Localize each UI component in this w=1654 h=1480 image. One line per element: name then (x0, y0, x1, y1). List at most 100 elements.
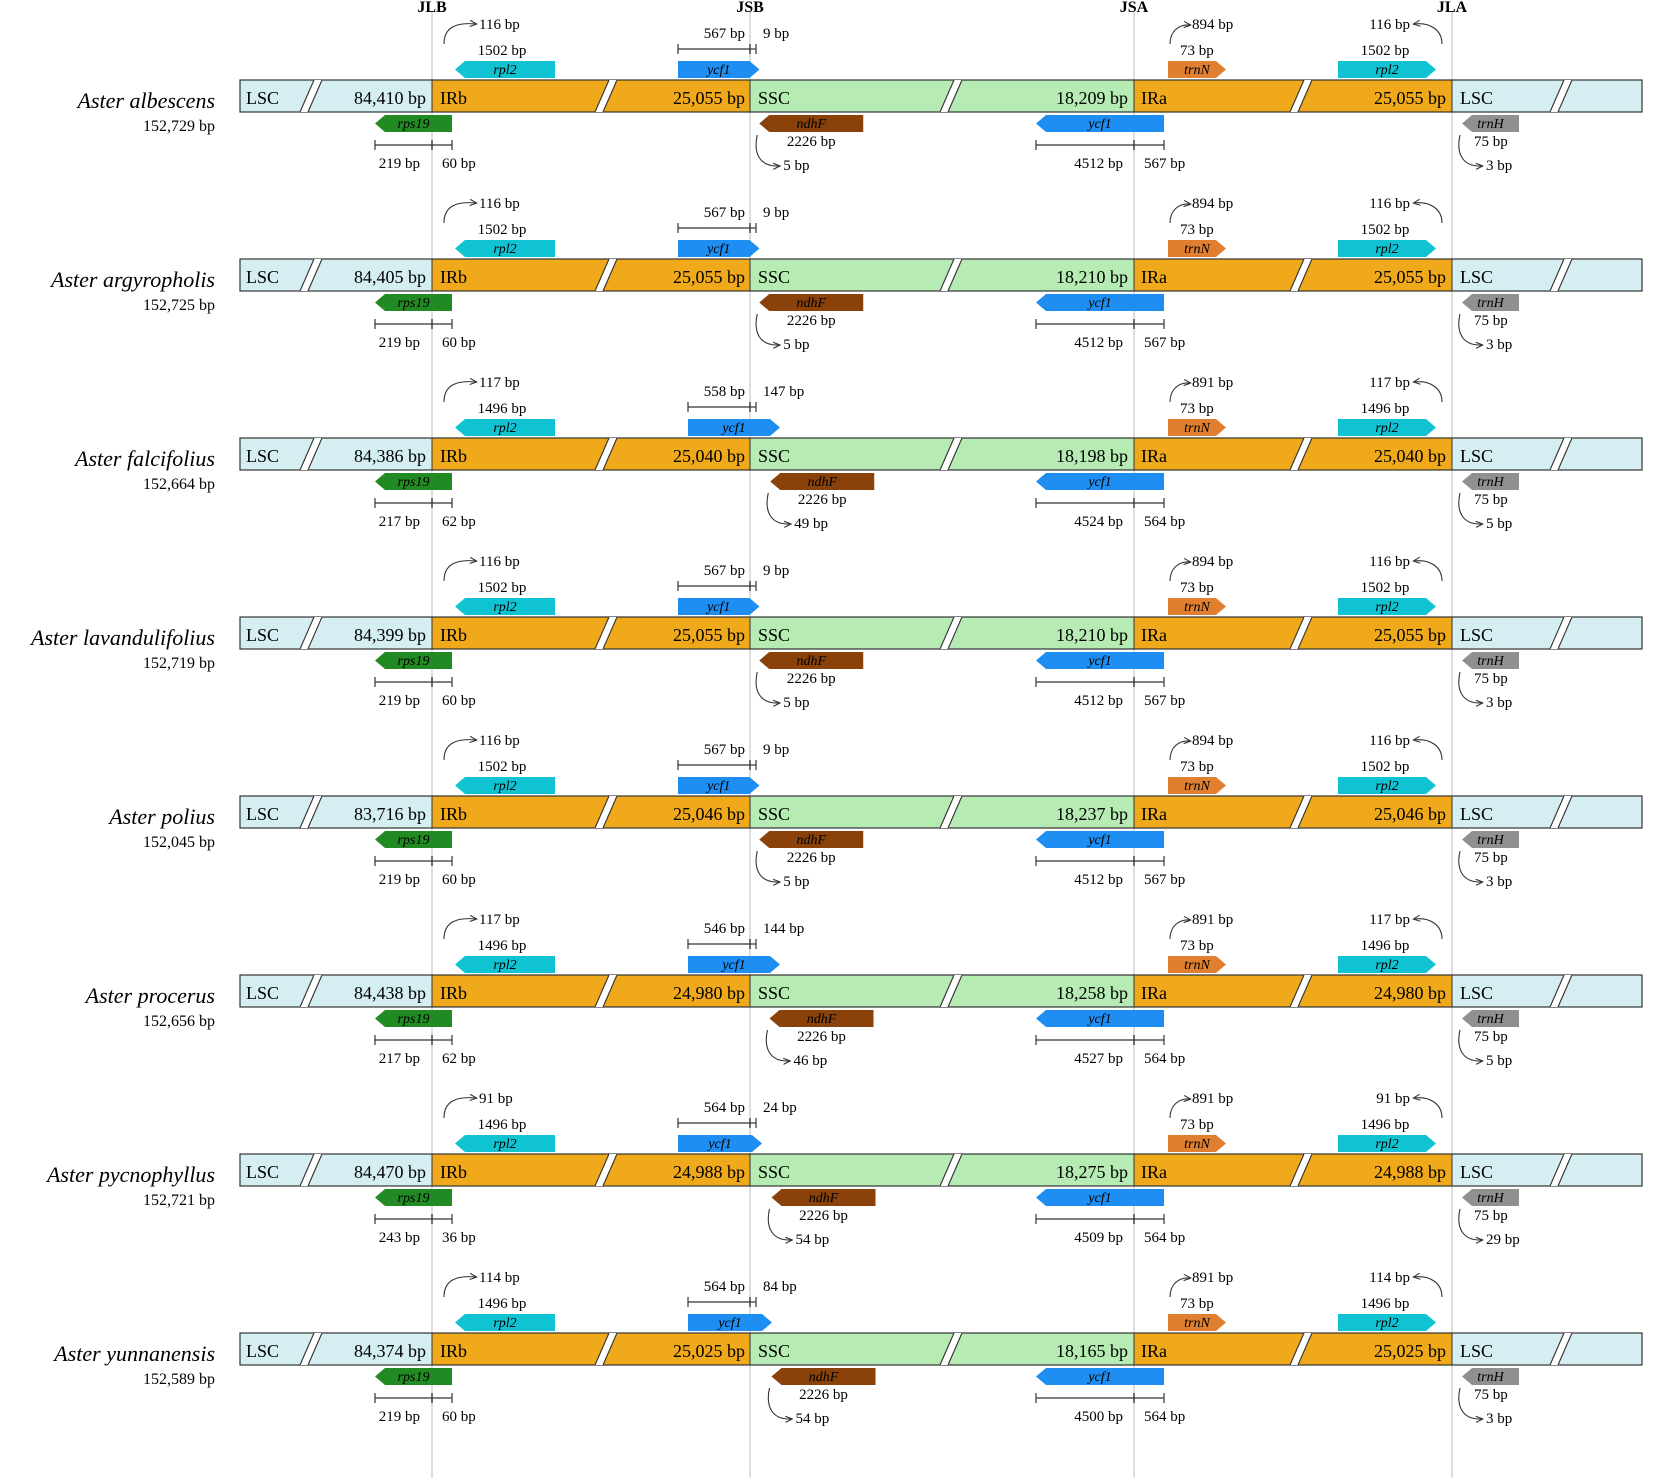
trnH-arrow (1458, 492, 1482, 524)
trnH-arrow (1458, 134, 1482, 166)
irb-length: 24,980 bp (673, 983, 745, 1003)
region-label-ssc: SSC (758, 88, 790, 108)
ycf1-ir-span (677, 1118, 751, 1128)
ndhF-gene: ndhF (771, 1189, 876, 1206)
rps19-gene: rps19 (375, 115, 452, 132)
ira-length: 25,046 bp (1374, 804, 1446, 824)
lsc-region-left (240, 1154, 432, 1186)
irb-length: 25,055 bp (673, 88, 745, 108)
ycf1-gene-top-label: ycf1 (720, 421, 745, 436)
rpl2-length-right: 1496 bp (1361, 401, 1410, 417)
rpl2-left-distance: 117 bp (479, 375, 520, 391)
ndhF-gene: ndhF (759, 294, 864, 311)
genome-size: 152,719 bp (143, 655, 215, 672)
species-row: Aster yunnanensis 152,589 bp LSC 84,374 bp I… (52, 1270, 1643, 1427)
ssc-length: 18,198 bp (1056, 446, 1128, 466)
ycf1-ir-length: 567 bp (704, 205, 745, 221)
trnH-gene-shape (1462, 294, 1519, 311)
ira-length: 25,055 bp (1374, 267, 1446, 287)
rps19-ir-span (431, 1214, 453, 1224)
rps19-ir-length: 60 bp (442, 872, 476, 888)
region-label-ssc: SSC (758, 625, 790, 645)
break-mark (595, 1154, 617, 1186)
ycf1-gene-bottom-label: ycf1 (1086, 833, 1111, 848)
ycf1-ssc-span-bottom (1035, 677, 1135, 687)
ycf1-gene-bottom-label: ycf1 (1086, 117, 1111, 132)
ndhF-gene: ndhF (759, 115, 864, 132)
break-mark (300, 259, 322, 291)
rpl2-gene-left-label: rpl2 (493, 600, 516, 615)
ycf1-gene-top-shape (678, 598, 760, 615)
rpl2-length-left: 1502 bp (478, 580, 527, 596)
ycf1-gene-bottom: ycf1 (1036, 115, 1164, 132)
break-mark (1550, 975, 1572, 1007)
rps19-ir-span (431, 1035, 453, 1045)
trnH-gene-shape (1462, 1189, 1519, 1206)
ycf1-ir-length: 564 bp (704, 1279, 745, 1295)
ndhF-distance: 54 bp (796, 1411, 830, 1427)
trnH-gene-shape (1462, 831, 1519, 848)
rps19-lsc-length: 217 bp (379, 1051, 420, 1067)
trnH-arrow (1458, 1208, 1482, 1240)
ycf1-gene-bottom-label: ycf1 (1086, 475, 1111, 490)
ycf1-ira-span-bottom (1133, 1035, 1165, 1045)
trnN-distance: 894 bp (1192, 733, 1233, 749)
junction-label-jlb: JLB (417, 0, 447, 16)
trnH-distance: 5 bp (1486, 1053, 1512, 1069)
genome-size: 152,045 bp (143, 834, 215, 851)
ycf1-ssc-length-bottom: 4524 bp (1074, 514, 1123, 530)
ndhF-length: 2226 bp (787, 134, 836, 150)
ssc-length: 18,165 bp (1056, 1341, 1128, 1361)
trnN-arrow (1169, 741, 1190, 761)
ycf1-ir-length: 564 bp (704, 1100, 745, 1116)
rps19-gene: rps19 (375, 831, 452, 848)
genome-size: 152,589 bp (143, 1371, 215, 1388)
species-name: Aster yunnanensis (52, 1341, 215, 1366)
rpl2-gene-right-label: rpl2 (1375, 958, 1398, 973)
ycf1-ssc-length-bottom: 4527 bp (1074, 1051, 1123, 1067)
rpl2-gene-left-label: rpl2 (493, 421, 516, 436)
rpl2-right-distance: 116 bp (1369, 733, 1410, 749)
ndhF-gene-shape (759, 831, 864, 848)
ycf1-gene-bottom: ycf1 (1036, 652, 1164, 669)
trnN-distance: 894 bp (1192, 196, 1233, 212)
trnN-gene-shape (1168, 61, 1226, 78)
trnN-gene-label: trnN (1184, 1316, 1210, 1331)
ycf1-gene-top-shape (688, 419, 780, 436)
trnH-length: 75 bp (1474, 671, 1508, 687)
trnH-arrow (1458, 313, 1482, 345)
ycf1-ssc-span-bottom (1035, 319, 1135, 329)
trnH-distance: 3 bp (1486, 874, 1512, 890)
trnN-arrow (1169, 383, 1190, 403)
ndhF-length: 2226 bp (787, 313, 836, 329)
rpl2-gene-left-label: rpl2 (493, 63, 516, 78)
rps19-gene-shape (375, 652, 452, 669)
region-label-irb: IRb (440, 625, 467, 645)
rpl2-length-right: 1496 bp (1361, 1296, 1410, 1312)
rpl2-gene-left-label: rpl2 (493, 958, 516, 973)
region-label-lsc-right: LSC (1460, 983, 1493, 1003)
region-label-ira: IRa (1141, 1162, 1167, 1182)
species-row: Aster argyropholis 152,725 bp LSC 84,405 bp… (49, 196, 1643, 353)
rps19-gene-label: rps19 (398, 1370, 430, 1385)
irb-length: 25,025 bp (673, 1341, 745, 1361)
trnH-gene-shape (1462, 1010, 1519, 1027)
lsc-region-left (240, 617, 432, 649)
lsc-length: 84,386 bp (354, 446, 426, 466)
break-mark (940, 80, 962, 112)
ycf1-gene-top: ycf1 (688, 1314, 772, 1331)
rpl2-right-distance: 116 bp (1369, 196, 1410, 212)
break-mark (940, 617, 962, 649)
rps19-lsc-length: 219 bp (379, 156, 420, 172)
rps19-lsc-span (374, 319, 433, 329)
irb-region (432, 1154, 750, 1186)
region-label-ira: IRa (1141, 88, 1167, 108)
ndhF-length: 2226 bp (799, 1208, 848, 1224)
rps19-lsc-length: 219 bp (379, 872, 420, 888)
break-mark (300, 80, 322, 112)
break-mark (1290, 259, 1312, 291)
ycf1-ssc-span-bottom (1035, 140, 1135, 150)
region-label-irb: IRb (440, 88, 467, 108)
lsc-region-right (1452, 438, 1642, 470)
